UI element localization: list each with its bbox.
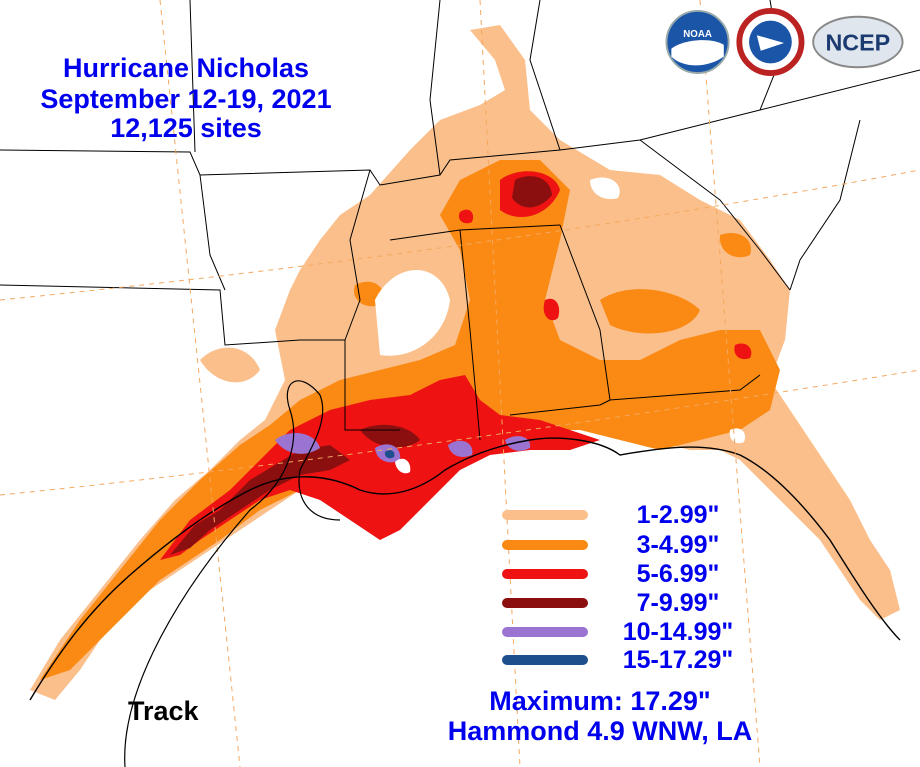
agency-logos: NOAA NCEP xyxy=(665,8,904,76)
legend-swatch xyxy=(502,655,588,665)
title-line-2: September 12-19, 2021 xyxy=(40,84,332,114)
track-label: Track xyxy=(128,696,199,726)
legend-item: 5-6.99" xyxy=(500,559,760,589)
legend-swatch xyxy=(502,510,588,520)
legend-item: 1-2.99" xyxy=(500,500,760,530)
legend-item: 10-14.99" xyxy=(500,617,760,647)
legend-label: 1-2.99" xyxy=(636,501,720,529)
title-line-3: 12,125 sites xyxy=(110,113,262,143)
maximum-location: Hammond 4.9 WNW, LA xyxy=(447,716,753,746)
state-borders xyxy=(0,0,920,441)
ncep-text: NCEP xyxy=(825,30,890,56)
legend-swatch xyxy=(502,569,588,579)
legend-label: 10-14.99" xyxy=(622,618,734,646)
legend-swatch xyxy=(502,540,588,550)
legend-swatch xyxy=(502,627,588,637)
rainfall-15-plus-area xyxy=(384,450,395,459)
legend-swatch xyxy=(502,598,588,608)
hurricane-track xyxy=(124,380,341,767)
legend-label: 5-6.99" xyxy=(636,560,720,588)
legend-label: 7-9.99" xyxy=(636,589,720,617)
legend-label: 15-17.29" xyxy=(622,646,734,674)
legend-item: 7-9.99" xyxy=(500,588,760,618)
legend-item: 15-17.29" xyxy=(500,645,760,675)
noaa-text: NOAA xyxy=(683,29,712,40)
nws-logo-icon xyxy=(736,8,805,76)
ncep-logo-icon: NCEP xyxy=(812,15,904,69)
maximum-value: Maximum: 17.29" xyxy=(489,686,711,716)
noaa-logo-icon: NOAA xyxy=(665,9,730,75)
legend-label: 3-4.99" xyxy=(636,531,720,559)
coastline xyxy=(29,437,901,701)
legend-item: 3-4.99" xyxy=(500,530,760,560)
title-line-1: Hurricane Nicholas xyxy=(62,53,310,83)
